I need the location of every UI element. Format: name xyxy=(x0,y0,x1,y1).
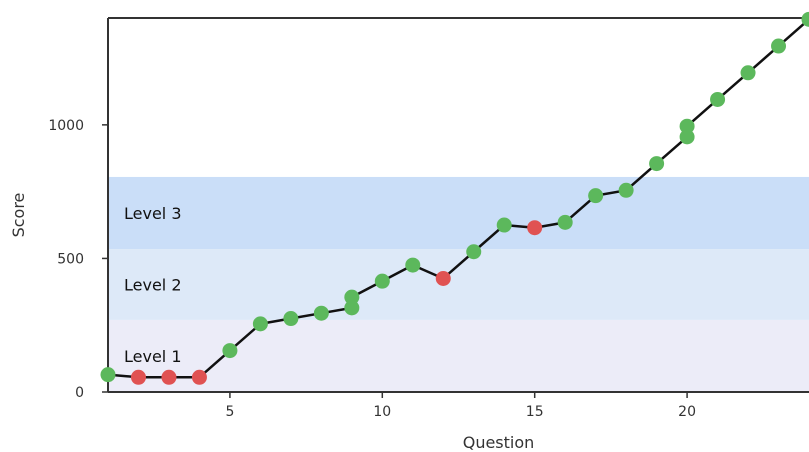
data-point-20-correct[interactable] xyxy=(649,156,665,172)
data-point-25-correct[interactable] xyxy=(771,38,787,54)
y-tick-label-0: 0 xyxy=(75,385,84,401)
band-label-3: Level 3 xyxy=(124,204,182,223)
data-point-21-correct[interactable] xyxy=(679,129,695,145)
data-point-22-correct[interactable] xyxy=(679,118,695,134)
data-point-7-correct[interactable] xyxy=(283,311,299,327)
data-point-16-incorrect[interactable] xyxy=(527,220,543,236)
y-tick-label-500: 500 xyxy=(57,251,84,267)
band-2 xyxy=(108,249,809,320)
data-point-2-incorrect[interactable] xyxy=(130,369,146,385)
data-point-1-correct[interactable] xyxy=(100,367,116,383)
data-point-14-correct[interactable] xyxy=(466,244,482,260)
data-point-3-incorrect[interactable] xyxy=(161,369,177,385)
data-point-12-correct[interactable] xyxy=(405,257,421,273)
x-tick-label-5: 5 xyxy=(225,404,234,420)
data-point-23-correct[interactable] xyxy=(710,91,726,107)
band-3 xyxy=(108,176,809,250)
x-axis-title: Question xyxy=(463,433,535,452)
data-point-13-incorrect[interactable] xyxy=(435,270,451,286)
data-point-9-correct[interactable] xyxy=(344,300,360,316)
x-tick-label-20: 20 xyxy=(678,404,696,420)
score-points xyxy=(100,11,809,385)
data-point-11-correct[interactable] xyxy=(374,273,390,289)
data-point-26-correct[interactable] xyxy=(801,11,809,27)
x-tick-label-15: 15 xyxy=(526,404,544,420)
data-point-6-correct[interactable] xyxy=(252,316,268,332)
band-label-2: Level 2 xyxy=(124,275,182,294)
y-tick-label-1000: 1000 xyxy=(48,118,84,134)
band-1 xyxy=(108,319,809,392)
data-point-17-correct[interactable] xyxy=(557,214,573,230)
x-tick-label-10: 10 xyxy=(373,404,391,420)
data-point-15-correct[interactable] xyxy=(496,217,512,233)
y-axis-title: Score xyxy=(9,193,28,238)
axes xyxy=(102,17,809,398)
data-point-18-correct[interactable] xyxy=(588,188,604,204)
data-point-19-correct[interactable] xyxy=(618,182,634,198)
band-label-1: Level 1 xyxy=(124,347,182,366)
tick-labels: 5 10 15 20 0 500 1000 xyxy=(48,118,696,420)
data-point-24-correct[interactable] xyxy=(740,65,756,81)
data-point-8-correct[interactable] xyxy=(313,305,329,321)
data-point-4-incorrect[interactable] xyxy=(191,369,207,385)
data-point-5-correct[interactable] xyxy=(222,343,238,359)
level-bands: Level 1 Level 2 Level 3 xyxy=(108,176,809,392)
data-point-10-correct[interactable] xyxy=(344,289,360,305)
